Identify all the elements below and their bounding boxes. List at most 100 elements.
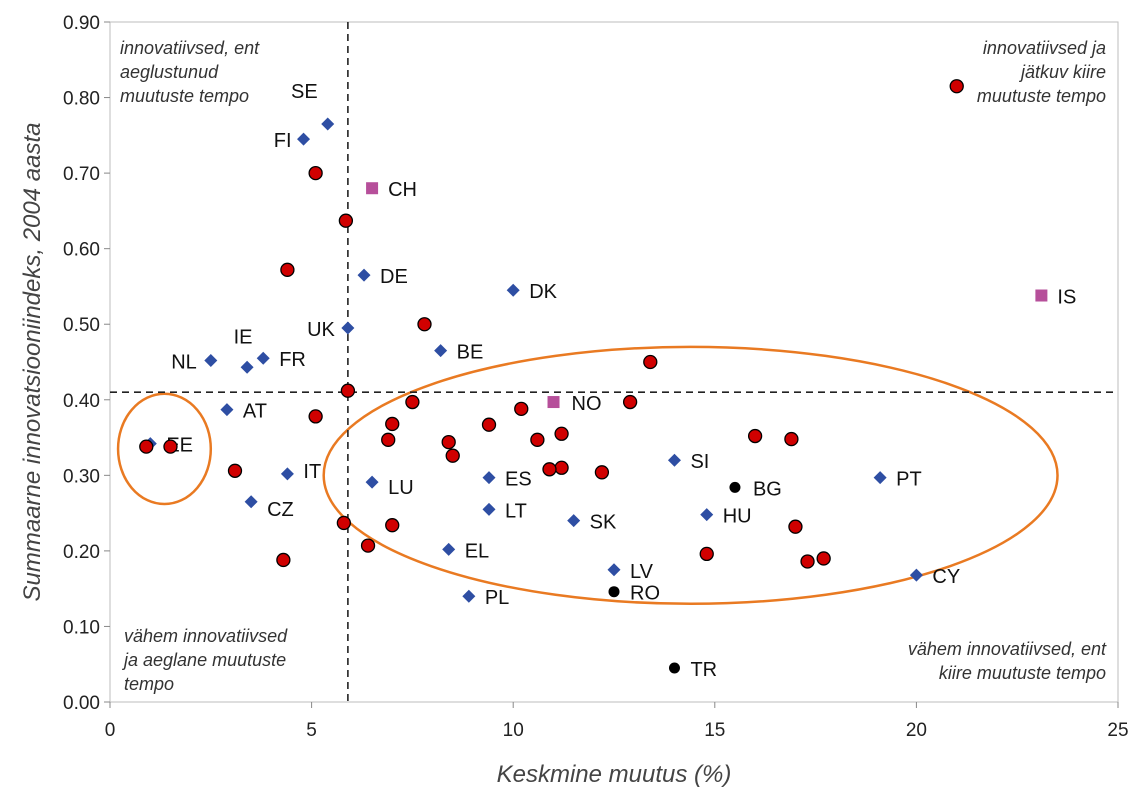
diamond-point	[607, 563, 621, 577]
diamond-point	[442, 542, 456, 556]
point-label: TR	[690, 659, 717, 681]
red-circle-point	[405, 394, 420, 410]
x-axis-ticks: 0 5 10 15 20 25	[105, 702, 1129, 741]
red-circle-point	[816, 551, 831, 566]
red-circle-point	[385, 518, 400, 533]
diamond-point	[204, 353, 218, 367]
point-label: NL	[171, 351, 197, 373]
point-label: ES	[505, 469, 532, 491]
red-circle-point	[542, 462, 557, 477]
diamond-point	[667, 453, 681, 467]
black-dot-point	[668, 662, 680, 674]
diamond-point	[909, 568, 923, 582]
point-label: BG	[753, 478, 782, 500]
x-tick-label: 0	[105, 720, 116, 741]
quadrant-label: muutuste tempo	[120, 86, 249, 106]
x-tick-label: 5	[306, 720, 317, 741]
red-circle-point	[385, 416, 400, 432]
y-tick-label: 0.00	[63, 693, 100, 714]
highlight-ellipse	[116, 392, 213, 506]
point-label: AT	[243, 401, 267, 423]
red-circle-point	[276, 552, 291, 568]
point-label: IS	[1057, 287, 1076, 309]
red-circle-point	[699, 546, 714, 562]
diamond-point	[700, 508, 714, 522]
diamond-point	[341, 321, 355, 335]
red-circle-point	[417, 317, 432, 332]
y-tick-label: 0.50	[63, 315, 100, 336]
quadrant-label: muutuste tempo	[977, 86, 1106, 106]
red-circle-point	[949, 79, 964, 94]
point-label: SE	[291, 81, 318, 103]
red-circle-point	[800, 554, 815, 569]
quadrant-labels: innovatiivsed, ent aeglustunud muutuste te…	[120, 38, 1107, 694]
y-tick-label: 0.30	[63, 466, 100, 487]
quadrant-label: innovatiivsed, ent	[120, 38, 260, 58]
y-tick-label: 0.40	[63, 391, 100, 412]
red-circle-point	[784, 431, 799, 447]
red-circle-point	[481, 417, 497, 432]
quadrant-label: innovatiivsed ja	[983, 38, 1106, 58]
diamond-point	[873, 471, 887, 485]
red-circle-point	[381, 432, 396, 447]
point-label: HU	[723, 506, 752, 528]
quadrant-label: vähem innovatiivsed	[124, 626, 288, 646]
point-label: IT	[303, 461, 321, 483]
highlight-ellipse	[322, 345, 1059, 606]
x-tick-label: 25	[1107, 720, 1128, 741]
quadrant-label: tempo	[124, 674, 174, 694]
red-circle-point	[340, 383, 356, 398]
diamond-point	[297, 132, 311, 146]
diamond-point	[482, 471, 496, 485]
plot-border	[109, 21, 1119, 703]
diamond-point	[244, 495, 258, 509]
diamond-point	[240, 360, 254, 374]
x-tick-label: 15	[704, 720, 725, 741]
y-axis-ticks: 0.00 0.10 0.20 0.30 0.40 0.50 0.60 0.70 0.80 0.90	[63, 13, 110, 714]
red-circle-point	[308, 409, 323, 424]
red-circle-point	[163, 439, 178, 454]
point-label: CZ	[267, 499, 294, 521]
red-circle-point	[747, 428, 763, 444]
quadrant-label: ja aeglane muutuste	[121, 650, 286, 670]
point-label: LU	[388, 477, 414, 499]
diamond-point	[220, 403, 234, 417]
red-circle-point	[308, 165, 323, 181]
diamond-point	[280, 467, 294, 481]
black-dot-point	[729, 481, 741, 493]
point-label: FR	[279, 349, 306, 371]
diamond-point	[506, 283, 520, 297]
red-circle-point	[280, 262, 295, 277]
red-circle-point	[530, 432, 545, 447]
diamond-point	[357, 268, 371, 282]
point-label: RO	[630, 583, 660, 605]
y-tick-label: 0.20	[63, 542, 100, 563]
diamond-point	[462, 589, 476, 603]
point-label: CY	[932, 566, 960, 588]
square-point	[547, 396, 560, 409]
point-label: DK	[529, 281, 557, 303]
x-tick-label: 10	[503, 720, 524, 741]
red-circle-point	[441, 434, 456, 450]
red-circle-point	[554, 426, 569, 441]
point-label: NO	[572, 393, 602, 415]
red-circle-point	[514, 401, 529, 416]
quadrant-label: jätkuv kiire	[1018, 62, 1106, 82]
point-label: LT	[505, 500, 527, 522]
red-circle-point	[594, 465, 610, 480]
diamond-point	[365, 475, 379, 489]
point-label: SK	[590, 512, 617, 534]
y-axis-title: Summaarne innovatsiooniindeks, 2004 aast…	[19, 123, 46, 602]
diamond-point	[482, 502, 496, 516]
y-tick-label: 0.60	[63, 240, 100, 261]
red-circle-point	[360, 538, 376, 553]
red-circle-point	[643, 354, 658, 370]
red-circle-point	[554, 460, 569, 475]
x-tick-label: 20	[906, 720, 927, 741]
diamond-point	[434, 344, 448, 358]
y-tick-label: 0.80	[63, 89, 100, 110]
point-label: BE	[457, 342, 484, 364]
black-dot-point	[608, 586, 620, 598]
red-circle-point	[139, 439, 154, 454]
